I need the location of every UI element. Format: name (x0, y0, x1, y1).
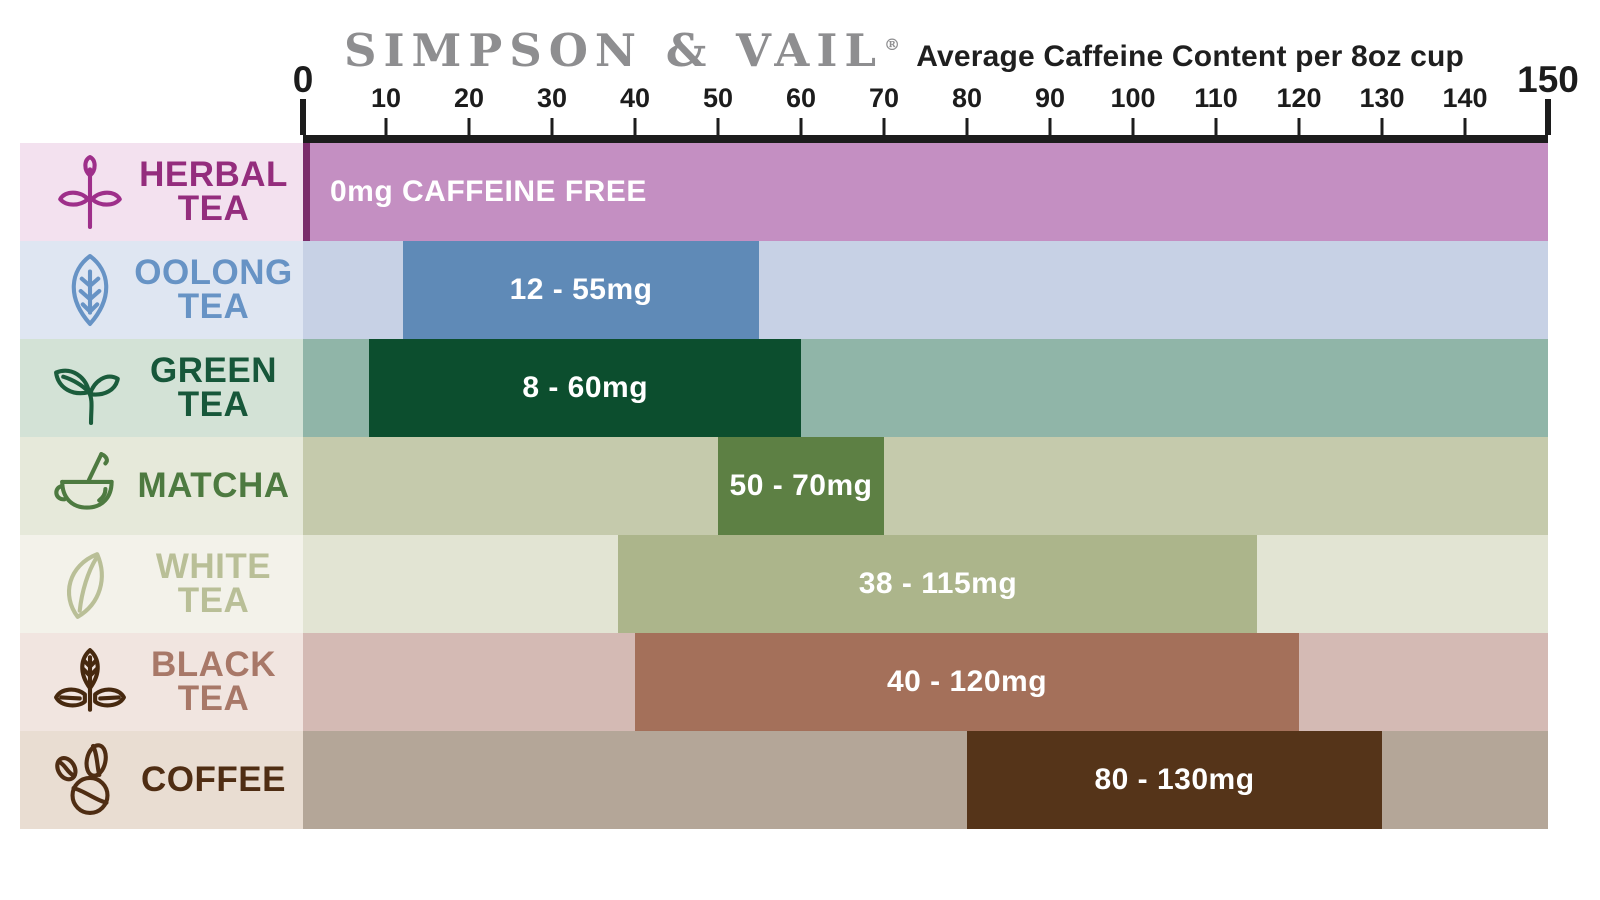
bar-value-label: 8 - 60mg (522, 371, 649, 404)
x-axis-tick-label: 150 (1517, 59, 1579, 100)
row-label-coffee: COFFEE (20, 731, 303, 829)
chart-title: Average Caffeine Content per 8oz cup (916, 40, 1465, 73)
row-label-matcha: MATCHA (20, 437, 303, 535)
x-axis-tick-label: 80 (951, 83, 983, 113)
x-axis-tick-label: 50 (702, 83, 734, 113)
x-axis-tick-label: 10 (370, 83, 402, 113)
x-axis-tick (384, 118, 388, 135)
bar-value-label: 38 - 115mg (858, 567, 1018, 600)
bar-coffee: 80 - 130mg (967, 731, 1382, 829)
x-axis-tick (716, 118, 720, 135)
brand-name: SIMPSON & VAIL (344, 24, 884, 77)
herbal-tea-icon (52, 149, 128, 235)
bar-value-label: 50 - 70mg (729, 469, 873, 502)
x-axis-tick (467, 118, 471, 135)
x-axis-tick-label: 100 (1110, 83, 1156, 113)
bar-oolong-tea: 12 - 55mg (402, 241, 760, 339)
green-tea-icon (52, 345, 128, 431)
x-axis: 0 10 20 30 40 50 60 70 80 90 100 110 120 130 140 150 (293, 59, 1579, 143)
x-axis-tick-label: 70 (868, 83, 900, 113)
bar-track-coffee: 80 - 130mg (303, 731, 1548, 829)
row-label-black-tea: BLACK TEA (20, 633, 303, 731)
x-axis-tick-label: 140 (1442, 83, 1488, 113)
row-black-tea: BLACK TEA 40 - 120mg (20, 633, 1548, 731)
bar-value-label: 0mg CAFFEINE FREE (330, 175, 647, 208)
x-axis-tick (1297, 118, 1301, 135)
bar-track-oolong-tea: 12 - 55mg (303, 241, 1548, 339)
bar-value-label: 40 - 120mg (886, 665, 1048, 698)
x-axis-tick (300, 99, 306, 135)
bar-matcha: 50 - 70mg (718, 437, 884, 535)
x-axis-tick (1380, 118, 1384, 135)
row-label-herbal-tea: HERBAL TEA (20, 143, 303, 241)
chart-rows: HERBAL TEA 0mg CAFFEINE FREE OOLONG TEA 12 - … (20, 143, 1548, 829)
row-label-text: HERBAL TEA (139, 154, 288, 228)
x-axis-tick-label: 0 (292, 59, 314, 100)
bar-track-herbal-tea: 0mg CAFFEINE FREE (303, 143, 1548, 241)
x-axis-tick (1463, 118, 1467, 135)
row-label-oolong-tea: OOLONG TEA (20, 241, 303, 339)
row-label-text: BLACK TEA (151, 644, 276, 718)
row-white-tea: WHITE TEA 38 - 115mg (20, 535, 1548, 633)
row-label-text: GREEN TEA (150, 350, 277, 424)
bar-white-tea: 38 - 115mg (618, 535, 1258, 633)
x-axis-tick-label: 20 (453, 83, 485, 113)
x-axis-tick (633, 118, 637, 135)
coffee-icon (52, 737, 128, 823)
white-tea-icon (52, 541, 128, 627)
x-axis-tick-label: 120 (1276, 83, 1322, 113)
caffeine-infographic: SIMPSON & VAIL® Average Caffeine Content… (0, 0, 1600, 829)
x-axis-tick (965, 118, 969, 135)
bar-green-tea: 8 - 60mg (369, 339, 801, 437)
x-axis-tick-label: 110 (1194, 83, 1238, 113)
x-axis-tick (550, 118, 554, 135)
bar-value-label: 80 - 130mg (1094, 763, 1255, 796)
x-axis-tick-label: 60 (785, 83, 817, 113)
row-label-text: MATCHA (137, 465, 290, 505)
x-axis-tick (1048, 118, 1052, 135)
registered-mark: ® (884, 35, 901, 54)
oolong-tea-icon (52, 247, 128, 333)
x-axis-tick-label: 130 (1359, 83, 1405, 113)
x-axis-tick (1131, 118, 1135, 135)
row-green-tea: GREEN TEA 8 - 60mg (20, 339, 1548, 437)
black-tea-icon (52, 639, 128, 725)
x-axis-tick-label: 30 (536, 83, 568, 113)
x-axis-tick-label: 90 (1034, 83, 1066, 113)
row-label-text: WHITE TEA (155, 546, 272, 620)
row-label-text: OOLONG TEA (134, 252, 293, 326)
bar-value-label: 12 - 55mg (509, 273, 653, 306)
x-axis-tick (882, 118, 886, 135)
x-axis-tick (1214, 118, 1218, 135)
x-axis-tick (799, 118, 803, 135)
x-axis-tick (1545, 99, 1551, 135)
row-label-green-tea: GREEN TEA (20, 339, 303, 437)
bar-track-green-tea: 8 - 60mg (303, 339, 1548, 437)
brand-logo: SIMPSON & VAIL® (344, 24, 900, 77)
row-matcha: MATCHA 50 - 70mg (20, 437, 1548, 535)
bar-track-black-tea: 40 - 120mg (303, 633, 1548, 731)
x-axis-line (303, 135, 1548, 143)
row-herbal-tea: HERBAL TEA 0mg CAFFEINE FREE (20, 143, 1548, 241)
row-label-text: COFFEE (141, 759, 286, 799)
chart-header: SIMPSON & VAIL® Average Caffeine Content… (0, 0, 1600, 77)
bar-track-white-tea: 38 - 115mg (303, 535, 1548, 633)
bar-black-tea: 40 - 120mg (635, 633, 1299, 731)
axis-spine (303, 143, 310, 241)
bar-track-matcha: 50 - 70mg (303, 437, 1548, 535)
matcha-icon (52, 443, 128, 529)
bar-herbal-tea: 0mg CAFFEINE FREE (303, 143, 1548, 241)
row-oolong-tea: OOLONG TEA 12 - 55mg (20, 241, 1548, 339)
row-label-white-tea: WHITE TEA (20, 535, 303, 633)
x-axis-tick-label: 40 (619, 83, 651, 113)
row-coffee: COFFEE 80 - 130mg (20, 731, 1548, 829)
